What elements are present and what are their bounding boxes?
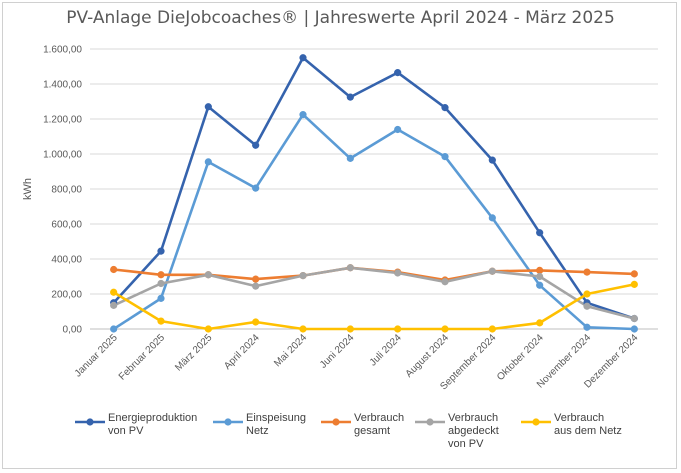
data-point (346, 154, 354, 162)
legend-label: Einspeisung Netz (246, 412, 306, 437)
legend-label: Verbrauch aus dem Netz (554, 412, 622, 437)
data-point (583, 268, 591, 276)
y-tick-label: 1.200,00 (43, 115, 82, 126)
data-point (394, 69, 402, 77)
data-point (204, 158, 212, 166)
data-point (583, 302, 591, 310)
legend-swatch (75, 418, 105, 426)
legend: Energieproduktion von PV Einspeisung Netz… (0, 412, 681, 467)
legend-swatch (321, 418, 351, 426)
legend-label: Energieproduktion von PV (108, 412, 198, 437)
data-point (157, 279, 165, 288)
legend-marker (224, 418, 232, 426)
data-point (346, 325, 354, 333)
data-point (394, 325, 402, 333)
y-tick-label: 200,00 (51, 290, 82, 301)
series-line-1 (112, 56, 635, 320)
data-point (488, 214, 496, 222)
legend-marker (532, 418, 540, 426)
chart-frame (2, 2, 677, 469)
y-tick-label: 0,00 (63, 325, 83, 336)
data-point (583, 290, 591, 298)
data-point (536, 319, 544, 327)
x-tick-label: Juni 2024 (318, 332, 357, 371)
data-point (157, 247, 165, 255)
data-point (299, 54, 307, 62)
data-point (536, 272, 544, 281)
y-axis-ticks: 0,00 200,00 400,00 600,00 800,00 1.000,00 1.20… (43, 45, 82, 336)
data-point (157, 294, 165, 302)
data-point (299, 272, 307, 280)
series-line-4 (113, 266, 635, 320)
data-point (204, 325, 212, 333)
data-point (536, 281, 544, 289)
data-point (110, 301, 118, 309)
data-point (110, 288, 118, 296)
data-point (110, 265, 118, 274)
data-point (488, 156, 496, 164)
series-points (110, 54, 638, 333)
x-tick-label: August 2024 (404, 332, 452, 380)
data-point (252, 282, 260, 290)
x-tick-label: April 2024 (222, 332, 262, 372)
data-point (252, 141, 260, 149)
data-point (583, 323, 591, 331)
data-point (252, 318, 260, 326)
x-tick-label: März 2025 (173, 332, 214, 373)
x-tick-label: Januar 2025 (73, 332, 120, 379)
data-point (536, 229, 544, 237)
data-point (394, 269, 402, 277)
legend-marker (426, 418, 434, 426)
legend-label: Verbrauch gesamt (354, 412, 405, 437)
line-chart: 0,00 200,00 400,00 600,00 800,00 1.000,00 1.20… (22, 45, 658, 392)
data-point (441, 104, 449, 112)
x-tick-label: Februar 2025 (117, 332, 168, 383)
data-point (252, 184, 260, 192)
y-tick-label: 1.400,00 (43, 80, 82, 91)
data-point (204, 271, 212, 279)
data-point (110, 325, 118, 333)
data-point (394, 125, 402, 134)
data-point (346, 264, 354, 272)
data-point (630, 270, 638, 278)
data-point (630, 314, 638, 323)
data-point (441, 325, 449, 333)
x-tick-label: Mai 2024 (272, 332, 309, 369)
data-point (252, 275, 260, 283)
data-point (157, 317, 165, 325)
x-tick-label: Oktober 2024 (495, 332, 546, 383)
y-tick-label: 400,00 (51, 255, 82, 266)
y-axis-label: kWh (22, 178, 34, 200)
y-tick-label: 800,00 (51, 185, 82, 196)
legend-swatch (415, 418, 445, 426)
series-line-2 (112, 113, 635, 331)
data-point (441, 153, 449, 161)
data-point (441, 278, 449, 286)
data-point (488, 325, 496, 333)
legend-marker (332, 418, 340, 426)
chart-title: PV-Anlage DieJobcoaches® | Jahreswerte A… (66, 8, 615, 28)
data-point (299, 325, 307, 333)
y-tick-label: 600,00 (51, 220, 82, 231)
legend-swatch (213, 418, 243, 426)
legend-label: Verbrauch abgedeckt von PV (448, 412, 499, 450)
data-point (488, 267, 496, 275)
data-point (299, 111, 307, 119)
legend-swatch (521, 418, 551, 426)
legend-marker (86, 418, 94, 426)
data-point (204, 103, 212, 111)
gridlines (90, 48, 658, 330)
data-point (157, 271, 165, 279)
data-point (630, 280, 638, 288)
y-tick-label: 1.000,00 (43, 150, 82, 161)
data-point (630, 325, 638, 333)
data-point (346, 93, 354, 101)
x-tick-label: Juli 2024 (368, 332, 404, 368)
series-line-5 (113, 283, 635, 331)
y-tick-label: 1.600,00 (43, 45, 82, 56)
data-point (536, 266, 544, 274)
series-lines (112, 56, 635, 331)
